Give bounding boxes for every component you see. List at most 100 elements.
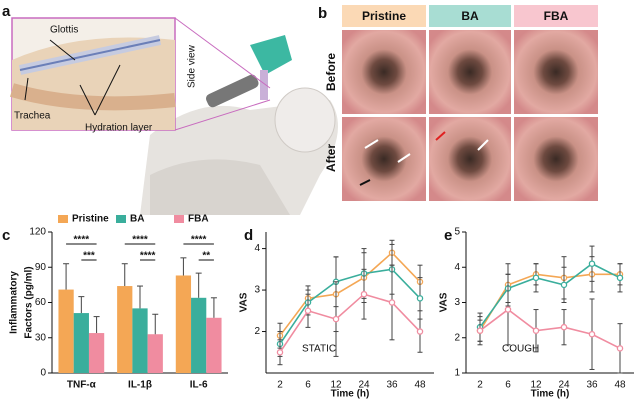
x-tick-label: 48 [614, 380, 626, 391]
point [588, 330, 596, 338]
x-axis-label: Time (h) [531, 389, 570, 400]
point [616, 345, 624, 352]
illustration [10, 17, 338, 215]
x-tick-label: IL-1β [128, 380, 152, 391]
x-tick-label: 24 [558, 380, 570, 391]
bar [58, 289, 74, 373]
x-tick-label: 12 [330, 380, 342, 391]
y-tick-label: 2 [254, 326, 260, 337]
line [479, 262, 621, 328]
significance-label: *** [83, 251, 95, 262]
point [276, 349, 284, 356]
column-header: Pristine [362, 9, 406, 23]
column-header-bg [514, 5, 598, 27]
point [416, 328, 424, 335]
y-tick-label: 5 [454, 227, 460, 238]
point [332, 315, 340, 323]
significance-label: **** [74, 235, 90, 246]
x-tick-label: 2 [277, 380, 283, 391]
y-tick-label: 0 [40, 368, 46, 379]
panel-label: d [244, 227, 253, 244]
column-header-bg [342, 5, 426, 27]
y-tick-label: 4 [454, 262, 460, 273]
annotation: COUGH [502, 344, 539, 355]
y-axis-label: VAS [239, 292, 250, 312]
x-tick-label: 6 [505, 380, 511, 391]
line [479, 273, 620, 332]
bar [73, 313, 89, 373]
x-tick-label: IL-6 [190, 380, 208, 391]
y-axis-label: Factors (pg/ml) [24, 266, 35, 338]
column-header: BA [461, 9, 479, 23]
y-tick-label: 4 [254, 243, 260, 254]
endoscopy-images [342, 30, 598, 201]
legend-swatch [58, 215, 68, 223]
annotation: Trachea [14, 111, 51, 122]
y-tick-label: 90 [35, 262, 47, 273]
y-tick-label: 3 [254, 285, 260, 296]
point [388, 299, 396, 306]
line [279, 251, 421, 337]
panel-label: a [2, 3, 11, 20]
column-header: FBA [544, 9, 569, 23]
legend-swatch [116, 215, 126, 223]
line [279, 293, 421, 353]
y-tick-label: 2 [454, 332, 460, 343]
y-axis-label: Inflammatory [9, 271, 20, 334]
point [360, 290, 368, 298]
x-axis-label: Time (h) [331, 389, 370, 400]
y-axis-label: VAS [439, 292, 450, 312]
legend-label: FBA [188, 214, 209, 225]
point [616, 274, 624, 282]
legend-label: BA [130, 214, 144, 225]
significance-label: **** [191, 235, 207, 246]
legend-swatch [174, 215, 184, 223]
annotation: Side view [187, 44, 198, 88]
bar [147, 334, 163, 373]
x-tick-label: 2 [477, 380, 483, 391]
line [279, 268, 421, 345]
point [532, 274, 540, 282]
y-tick-label: 3 [454, 297, 460, 308]
x-tick-label: 36 [386, 380, 398, 391]
bar [88, 333, 105, 373]
point [504, 306, 512, 313]
x-tick-label: 36 [586, 380, 598, 391]
annotation: Glottis [50, 25, 78, 36]
y-tick-label: 60 [35, 297, 47, 308]
y-tick-label: 120 [29, 227, 46, 238]
point [560, 281, 568, 289]
bar [206, 317, 222, 373]
y-tick-label: 1 [454, 368, 460, 379]
annotation: STATIC [302, 344, 336, 355]
panel-label: e [444, 227, 452, 244]
point [588, 260, 596, 267]
significance-label: **** [140, 251, 156, 262]
y-tick-label: 30 [35, 332, 47, 343]
bar [191, 297, 207, 373]
x-tick-label: 12 [530, 380, 542, 391]
bar [175, 275, 192, 373]
significance-label: ** [202, 251, 210, 262]
column-header-bg [429, 5, 511, 27]
x-tick-label: 6 [305, 380, 311, 391]
point [304, 307, 312, 315]
point [476, 327, 484, 334]
point [532, 327, 540, 334]
bar [117, 286, 133, 373]
row-header: After [324, 144, 338, 172]
point [416, 295, 424, 302]
panel-label: c [2, 227, 10, 244]
panel-label: b [318, 5, 327, 22]
x-tick-label: TNF-α [67, 380, 97, 391]
significance-label: **** [132, 235, 148, 246]
point [560, 323, 568, 331]
annotation: Hydration layer [85, 123, 153, 134]
line [479, 308, 621, 350]
x-tick-label: 48 [414, 380, 426, 391]
x-tick-label: 24 [358, 380, 370, 391]
legend-label: Pristine [72, 214, 109, 225]
bar [132, 308, 148, 373]
row-header: Before [324, 53, 338, 91]
